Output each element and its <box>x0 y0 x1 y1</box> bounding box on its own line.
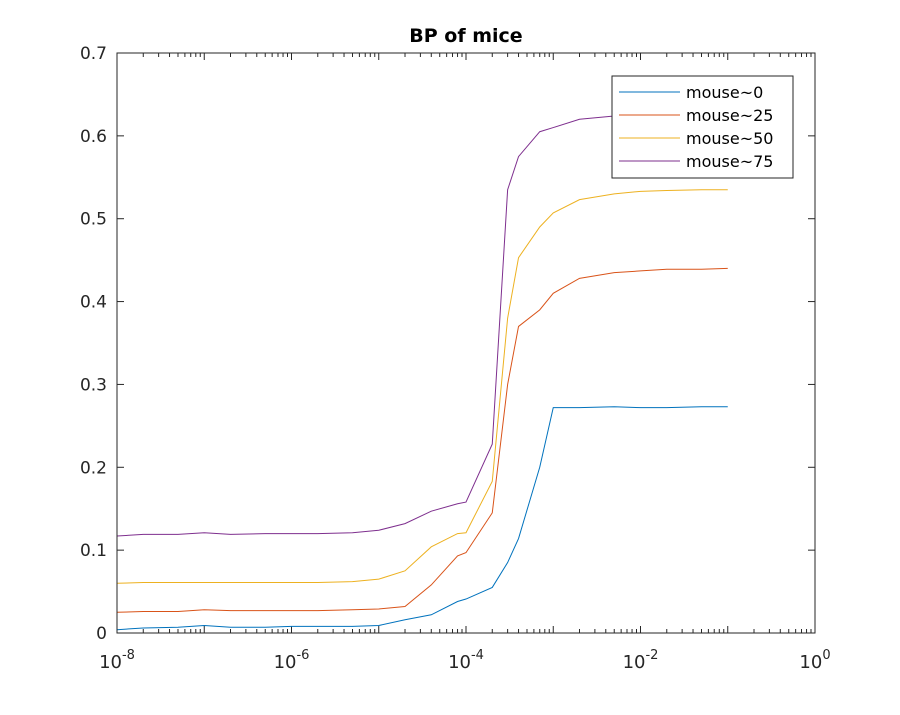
x-tick-exponent: -6 <box>296 648 309 663</box>
x-tick-exponent: -4 <box>471 648 484 663</box>
x-tick-exponent: 0 <box>822 648 830 663</box>
y-tick-label: 0.6 <box>80 127 107 147</box>
x-tick-label: 10-8 <box>99 648 135 673</box>
y-tick-label: 0.3 <box>80 375 107 395</box>
y-tick-labels: 0 0.1 0.2 0.3 0.4 0.5 0.6 0.7 <box>80 44 107 644</box>
y-tick-label: 0.7 <box>80 44 107 64</box>
legend-label: mouse~75 <box>686 152 773 171</box>
series-line-mouse-50 <box>116 189 728 584</box>
x-tick-base: 10 <box>448 652 471 673</box>
legend-items: mouse~0 mouse~25 mouse~50 mouse~75 <box>619 83 773 171</box>
x-tick-label: 10-4 <box>448 648 484 673</box>
x-tick-label: 10-6 <box>274 648 310 673</box>
x-tick-base: 10 <box>99 652 122 673</box>
series-line-mouse-0 <box>116 406 728 631</box>
plot-frame <box>116 52 816 634</box>
tick-marks <box>116 52 816 634</box>
x-tick-label: 10-2 <box>623 648 659 673</box>
x-tick-exponent: -2 <box>645 648 658 663</box>
series-line-mouse-25 <box>116 267 728 613</box>
x-tick-base: 10 <box>274 652 297 673</box>
y-tick-label: 0.5 <box>80 210 107 230</box>
chart-title: BP of mice <box>409 25 522 47</box>
y-tick-label: 0.1 <box>80 541 107 561</box>
legend-label: mouse~50 <box>686 129 773 148</box>
y-tick-label: 0.2 <box>80 458 107 478</box>
x-tick-base: 10 <box>623 652 646 673</box>
x-tick-base: 10 <box>799 652 822 673</box>
x-tick-label: 100 <box>799 648 830 673</box>
x-tick-exponent: -8 <box>122 648 135 663</box>
legend: mouse~0 mouse~25 mouse~50 mouse~75 <box>611 75 794 179</box>
y-tick-label: 0.4 <box>80 293 107 313</box>
x-tick-labels: 10-8 10-6 10-4 10-2 100 <box>99 648 831 673</box>
legend-label: mouse~0 <box>686 83 763 102</box>
y-tick-label: 0 <box>96 624 107 644</box>
legend-label: mouse~25 <box>686 106 773 125</box>
